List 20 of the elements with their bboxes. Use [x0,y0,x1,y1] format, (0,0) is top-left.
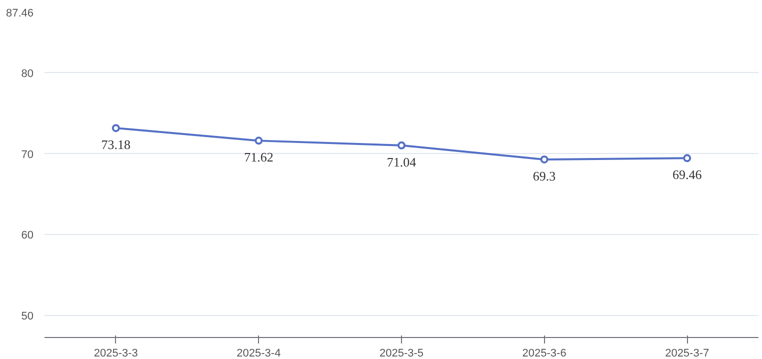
x-tick-label: 2025-3-7 [665,348,710,359]
point [683,154,692,162]
y-tick-label: 60 [21,230,34,242]
y-tick-label: 70 [21,148,34,161]
point [254,136,263,145]
data-label: 69.3 [532,168,556,184]
x-tick-label: 2025-3-4 [236,348,281,359]
data-label: 71.04 [386,154,417,170]
y-tick-label: 50 [21,310,34,323]
point [398,141,406,150]
x-tick-label: 2025-3-3 [94,348,138,359]
data-label: 71.62 [244,150,274,165]
x-tick-label: 2025-3-6 [522,348,566,359]
x-tick-label: 2025-3-5 [379,348,424,359]
y-tick-label: 80 [21,68,34,80]
point [540,155,548,164]
data-label: 69.46 [672,167,702,182]
data-label: 73.18 [101,137,131,152]
y-tick-label: 87.46 [6,8,34,20]
point [112,124,120,132]
